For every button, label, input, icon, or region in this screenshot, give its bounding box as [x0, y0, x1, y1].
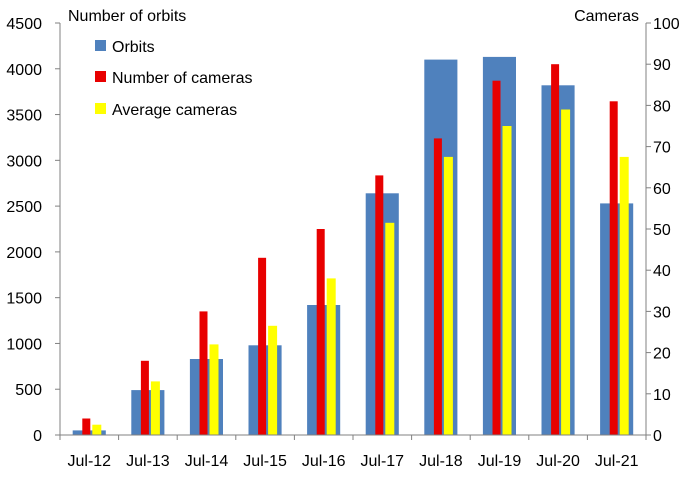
- bar-number-of-cameras-0: [82, 418, 91, 435]
- x-tick-label-1: Jul-13: [126, 453, 170, 470]
- bar-average-cameras-3: [268, 325, 278, 435]
- tick-labels-layer: 0 500 1000 1500 2000 2500 3000 3500 4000 4500 0 10 2…: [6, 16, 679, 470]
- legend-swatch-1: [95, 71, 106, 82]
- legend: Orbits Number of cameras Average cameras: [95, 39, 253, 119]
- bar-average-cameras-8: [561, 109, 571, 435]
- left-tick-label-8: 4000: [6, 62, 42, 79]
- bar-average-cameras-0: [92, 424, 102, 435]
- bar-number-of-cameras-1: [140, 360, 149, 435]
- left-tick-label-2: 1000: [6, 336, 42, 353]
- right-tick-label-6: 60: [653, 181, 671, 198]
- bar-average-cameras-2: [209, 344, 219, 435]
- x-tick-label-5: Jul-17: [361, 453, 405, 470]
- bar-number-of-cameras-9: [609, 101, 618, 436]
- right-tick-label-5: 50: [653, 222, 671, 239]
- bar-number-of-cameras-8: [551, 64, 560, 435]
- bar-average-cameras-4: [326, 278, 336, 435]
- left-tick-label-0: 0: [33, 428, 42, 445]
- bar-average-cameras-5: [385, 222, 395, 435]
- bar-number-of-cameras-2: [199, 311, 208, 435]
- x-tick-label-2: Jul-14: [185, 453, 229, 470]
- right-tick-label-0: 0: [653, 428, 662, 445]
- x-tick-label-4: Jul-16: [302, 453, 346, 470]
- legend-swatch-2: [95, 103, 106, 114]
- left-tick-label-3: 1500: [6, 291, 42, 308]
- x-tick-label-3: Jul-15: [243, 453, 287, 470]
- left-tick-label-7: 3500: [6, 108, 42, 125]
- left-tick-label-1: 500: [15, 382, 42, 399]
- right-tick-label-9: 90: [653, 57, 671, 74]
- bar-number-of-cameras-3: [258, 257, 267, 435]
- x-tick-label-7: Jul-19: [478, 453, 522, 470]
- bar-number-of-cameras-4: [316, 229, 325, 435]
- left-tick-label-9: 4500: [6, 16, 42, 33]
- legend-label-0: Orbits: [112, 39, 155, 56]
- x-tick-label-8: Jul-20: [536, 453, 580, 470]
- left-axis-label: Number of orbits: [68, 8, 186, 25]
- bar-number-of-cameras-5: [375, 175, 384, 435]
- right-tick-label-8: 80: [653, 98, 671, 115]
- left-tick-label-6: 3000: [6, 153, 42, 170]
- x-tick-label-6: Jul-18: [419, 453, 463, 470]
- bar-average-cameras-7: [502, 126, 512, 435]
- bars-layer: [72, 56, 634, 436]
- bar-average-cameras-6: [443, 156, 453, 435]
- right-axis-label: Cameras: [574, 8, 639, 25]
- right-tick-label-7: 70: [653, 140, 671, 157]
- right-tick-label-4: 40: [653, 263, 671, 280]
- legend-label-1: Number of cameras: [112, 70, 253, 87]
- axes-layer: [55, 22, 651, 440]
- bar-average-cameras-9: [619, 156, 629, 435]
- legend-swatch-0: [95, 40, 106, 51]
- left-tick-label-5: 2500: [6, 199, 42, 216]
- left-tick-label-4: 2000: [6, 245, 42, 262]
- right-tick-label-10: 100: [653, 16, 680, 33]
- x-tick-label-0: Jul-12: [68, 453, 112, 470]
- bar-number-of-cameras-6: [433, 138, 442, 435]
- legend-label-2: Average cameras: [112, 102, 237, 119]
- bar-number-of-cameras-7: [492, 80, 501, 435]
- right-tick-label-1: 10: [653, 387, 671, 404]
- right-tick-label-3: 30: [653, 304, 671, 321]
- right-tick-label-2: 20: [653, 346, 671, 363]
- x-tick-label-9: Jul-21: [595, 453, 639, 470]
- bar-average-cameras-1: [150, 381, 160, 435]
